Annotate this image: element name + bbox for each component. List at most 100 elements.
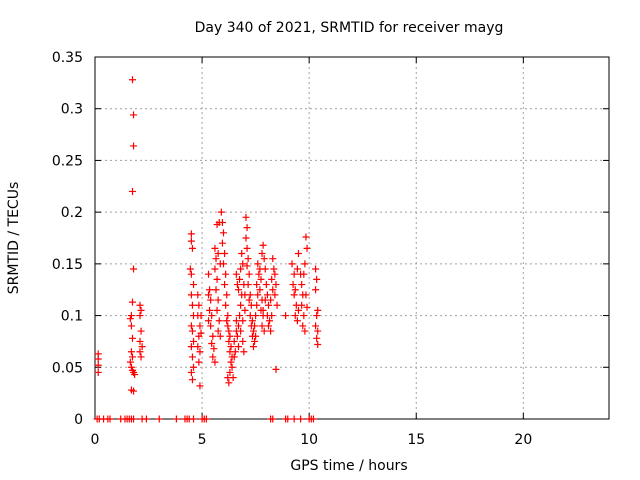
data-point (187, 368, 195, 376)
data-point (230, 337, 238, 345)
data-point (225, 327, 233, 335)
data-point (293, 317, 301, 325)
data-point (137, 353, 145, 361)
data-point (130, 387, 138, 395)
data-point (313, 334, 321, 342)
data-point (218, 218, 226, 226)
data-point (136, 312, 144, 320)
data-point (252, 312, 260, 320)
data-point (268, 312, 276, 320)
data-point (253, 281, 261, 289)
data-point (239, 337, 247, 345)
data-point (207, 322, 215, 330)
data-point (228, 363, 236, 371)
data-point (239, 317, 247, 325)
data-point (197, 312, 205, 320)
x-tick-label: 10 (300, 432, 318, 448)
x-axis-label: GPS time / hours (290, 458, 407, 474)
data-point (314, 327, 322, 335)
data-point (196, 382, 204, 390)
data-point (230, 353, 238, 361)
y-tick-label: 0 (74, 412, 83, 428)
data-point (232, 317, 240, 325)
data-point (268, 275, 276, 283)
data-point (190, 281, 198, 289)
data-point (127, 363, 135, 371)
data-point (222, 301, 230, 309)
data-point (263, 291, 271, 299)
data-point (298, 281, 306, 289)
data-point (226, 332, 234, 340)
data-point (130, 111, 138, 119)
data-point (282, 312, 290, 320)
data-point (187, 343, 195, 351)
data-point (213, 275, 221, 283)
data-point (267, 296, 275, 304)
data-points (93, 76, 322, 423)
data-point (197, 329, 205, 337)
data-point (223, 317, 231, 325)
data-point (259, 306, 267, 314)
data-point (253, 301, 261, 309)
x-tick-label: 15 (407, 432, 425, 448)
data-point (289, 281, 297, 289)
data-point (243, 244, 251, 252)
data-point (243, 224, 251, 232)
data-point (205, 270, 213, 278)
x-tick-label: 5 (198, 432, 207, 448)
data-point (260, 255, 268, 263)
data-point (236, 275, 244, 283)
y-axis-label: SRMTID / TECUs (6, 182, 22, 295)
data-point (254, 260, 262, 268)
data-point (187, 230, 195, 238)
data-point (245, 296, 253, 304)
data-point (136, 337, 144, 345)
data-point (313, 275, 321, 283)
data-point (212, 255, 220, 263)
data-point (188, 353, 196, 361)
data-point (131, 371, 139, 379)
x-tick-label: 0 (91, 432, 100, 448)
data-point (227, 358, 235, 366)
data-point (246, 291, 254, 299)
data-point (264, 322, 272, 330)
data-point (94, 350, 102, 358)
data-point (190, 337, 198, 345)
data-point (237, 327, 245, 335)
chart-title: Day 340 of 2021, SRMTID for receiver may… (195, 20, 504, 36)
data-point (301, 327, 309, 335)
data-point (300, 270, 308, 278)
data-point (309, 415, 317, 423)
data-point (284, 415, 292, 423)
data-point (128, 298, 136, 306)
y-tick-label: 0.25 (52, 153, 83, 169)
data-point (227, 343, 235, 351)
data-point (218, 239, 226, 247)
data-point (137, 327, 145, 335)
data-point (290, 415, 298, 423)
data-point (267, 327, 275, 335)
data-point (126, 358, 134, 366)
data-point (271, 270, 279, 278)
y-tick-label: 0.2 (61, 205, 83, 221)
data-point (299, 322, 307, 330)
data-point (290, 291, 298, 299)
data-point (269, 286, 277, 294)
data-point (212, 286, 220, 294)
data-point (225, 379, 233, 387)
data-point (214, 327, 222, 335)
data-point (266, 317, 274, 325)
data-point (130, 415, 138, 423)
data-point (264, 301, 272, 309)
data-point (314, 306, 322, 314)
data-point (242, 234, 250, 242)
data-point (187, 237, 195, 245)
data-point (127, 312, 135, 320)
data-point (211, 358, 219, 366)
data-point (269, 255, 277, 263)
data-point (186, 265, 194, 273)
data-point (220, 260, 227, 268)
data-point (312, 265, 320, 273)
data-point (106, 415, 114, 423)
data-point (196, 322, 204, 330)
